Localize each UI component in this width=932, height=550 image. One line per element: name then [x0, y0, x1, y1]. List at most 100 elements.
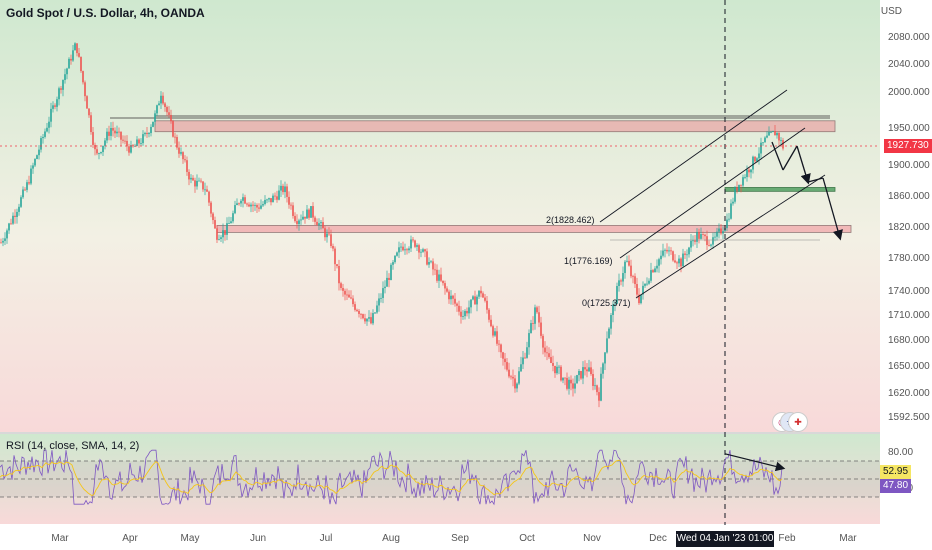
- candle-body: [466, 310, 468, 314]
- candle-body: [336, 264, 338, 267]
- event-flags[interactable]: ◷ ★ ✚: [772, 412, 812, 434]
- candle-body: [252, 204, 254, 206]
- candle-body: [310, 206, 312, 218]
- candle-body: [24, 189, 26, 191]
- projection-arrow[interactable]: [771, 141, 784, 171]
- candle-body: [116, 131, 118, 134]
- projection-arrow[interactable]: [807, 177, 824, 183]
- candle-body: [270, 198, 272, 203]
- candle-body: [186, 160, 188, 172]
- projection-arrow[interactable]: [796, 145, 811, 185]
- candle-body: [542, 335, 544, 348]
- candle-body: [586, 369, 588, 372]
- candle-body: [366, 318, 368, 322]
- candle-body: [278, 190, 280, 200]
- candle-body: [618, 280, 620, 287]
- candle-body: [372, 313, 374, 324]
- candle-body: [338, 266, 340, 284]
- channel-top-line[interactable]: [599, 89, 788, 223]
- candle-body: [142, 134, 144, 144]
- news-icon[interactable]: ✚: [788, 412, 808, 432]
- time-tick-label: Dec: [649, 533, 667, 544]
- candle-body: [518, 371, 520, 384]
- candle-body: [154, 113, 156, 122]
- candle-body: [764, 137, 766, 143]
- candle-body: [42, 136, 44, 139]
- candle-body: [340, 283, 342, 288]
- candle-body: [264, 199, 266, 205]
- candle-body: [10, 223, 12, 225]
- candle-body: [616, 286, 618, 304]
- candle-body: [524, 357, 526, 359]
- candle-body: [396, 252, 398, 256]
- fib-label[interactable]: 0(1725.371): [582, 298, 631, 308]
- fib-label[interactable]: 1(1776.169): [564, 256, 613, 266]
- time-tick-label: Apr: [122, 533, 138, 544]
- candle-body: [108, 131, 110, 136]
- projection-arrow[interactable]: [822, 177, 843, 241]
- candle-body: [552, 362, 554, 366]
- candle-body: [534, 307, 536, 324]
- candle-body: [766, 135, 768, 138]
- candle-body: [754, 156, 756, 162]
- candle-body: [234, 205, 236, 214]
- price-tick-label: 1860.000: [888, 191, 930, 202]
- candle-body: [664, 249, 666, 251]
- candle-body: [404, 249, 406, 251]
- candle-body: [388, 277, 390, 280]
- candle-body: [740, 184, 742, 186]
- candle-body: [240, 200, 242, 204]
- candle-body: [768, 132, 770, 136]
- time-tick-label: Oct: [519, 533, 535, 544]
- candle-body: [532, 323, 534, 324]
- candle-body: [62, 79, 64, 90]
- candle-body: [454, 298, 456, 304]
- candle-body: [574, 383, 576, 389]
- candle-body: [412, 239, 414, 241]
- candle-body: [34, 158, 36, 166]
- candle-body: [214, 220, 216, 229]
- projection-arrow[interactable]: [782, 145, 798, 171]
- candle-body: [332, 246, 334, 249]
- candle-body: [486, 300, 488, 310]
- channel-bottom-line[interactable]: [635, 174, 826, 299]
- candle-body: [674, 260, 676, 263]
- candle-body: [502, 352, 504, 359]
- rsi-title[interactable]: RSI (14, close, SMA, 14, 2): [6, 440, 140, 452]
- candle-body: [260, 205, 262, 209]
- candle-body: [492, 326, 494, 336]
- time-tick-label: Nov: [583, 533, 601, 544]
- candle-body: [522, 357, 524, 365]
- candle-body: [498, 343, 500, 345]
- candle-body: [162, 95, 164, 104]
- candle-body: [614, 303, 616, 305]
- channel-mid-line[interactable]: [619, 127, 806, 259]
- candle-body: [468, 307, 470, 314]
- rsi-divergence-arrow[interactable]: [724, 453, 786, 472]
- candle-body: [8, 223, 10, 231]
- candle-body: [646, 283, 648, 285]
- upper-resistance-zone[interactable]: [154, 120, 836, 133]
- candle-body: [772, 131, 774, 132]
- candle-body: [750, 169, 752, 173]
- candle-body: [376, 305, 378, 313]
- candle-body: [18, 206, 20, 212]
- lower-support-zone[interactable]: [216, 225, 852, 233]
- candle-body: [2, 240, 4, 243]
- candle-body: [204, 189, 206, 191]
- fib-label[interactable]: 2(1828.462): [546, 215, 595, 225]
- candle-body: [480, 290, 482, 294]
- candle-body: [352, 298, 354, 305]
- candle-body: [120, 131, 122, 140]
- candle-body: [114, 130, 116, 134]
- time-axis: Mar Apr May Jun Jul Aug Sep Oct Nov Dec Feb Mar: [51, 533, 857, 544]
- candle-body: [696, 231, 698, 242]
- candle-body: [330, 234, 332, 247]
- candle-body: [658, 259, 660, 266]
- candle-body: [512, 376, 514, 379]
- green-flip-zone[interactable]: [724, 187, 836, 192]
- candle-body: [374, 312, 376, 314]
- candle-body: [94, 144, 96, 150]
- candle-body: [422, 249, 424, 252]
